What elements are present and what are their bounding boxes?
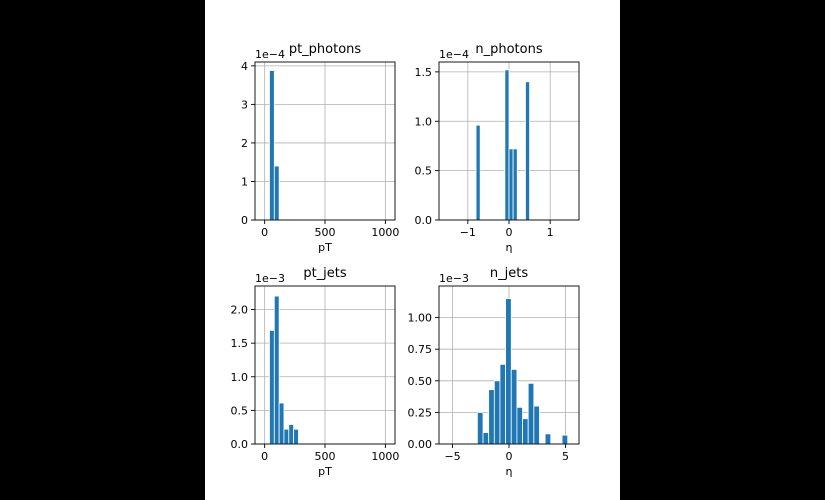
n-photons-panel: −1 0 1 0.0 0.5 1.0 1.5 1e−4 n_photons η [415,42,580,254]
n-photons-ytick-label: 1.0 [415,115,433,128]
pt-jets-multiplier: 1e−3 [255,272,285,285]
n-jets-xtick-label: 5 [562,450,569,463]
pt-jets-ytick-label: 1.0 [231,371,249,384]
n-jets-ytick-label: 0.00 [408,438,433,451]
n-jets-bar [488,389,495,445]
n-photons-bar [508,148,514,221]
pt-photons-xtick-label: 0 [261,226,268,239]
pt-photons-xtick-label: 500 [315,226,336,239]
pt-jets-bar [283,428,290,445]
n-jets-bar [499,363,507,445]
pt-photons-title: pt_photons [289,42,362,57]
n-photons-xtick-label: −1 [460,226,476,239]
n-jets-xlabel: η [506,465,513,478]
pt-photons-ytick-label: 2 [241,137,248,150]
pt-jets-ytick-label: 2.0 [231,304,249,317]
n-jets-bar [516,406,523,445]
pt-photons-panel: 0 500 1000 0 1 2 3 4 1e−4 pt_photons pT [241,42,399,254]
n-jets-bar [533,405,540,445]
n-jets-multiplier: 1e−3 [439,272,469,285]
pt-jets-xtick-label: 500 [315,450,336,463]
pt-jets-bar [293,428,299,445]
pt-jets-bar [278,402,285,445]
n-photons-title: n_photons [475,42,542,57]
n-photons-xlabel: η [506,241,513,254]
n-photons-multiplier: 1e−4 [439,48,469,61]
pt-photons-bar [269,70,275,221]
pt-jets-bar [273,295,280,445]
pt-photons-xlabel: pT [318,241,332,254]
n-photons-xtick-label: 0 [506,226,513,239]
n-jets-title: n_jets [490,266,528,281]
pt-photons-multiplier: 1e−4 [255,48,285,61]
pt-photons-ytick-label: 1 [241,175,248,188]
n-jets-xtick-label: −5 [444,450,460,463]
n-photons-ytick-label: 0.0 [415,214,433,227]
pt-jets-title: pt_jets [303,266,347,281]
n-jets-ytick-label: 1.00 [408,312,433,325]
n-jets-bar [482,432,490,445]
pt-photons-ytick-label: 3 [241,98,248,111]
n-jets-bar [505,298,512,445]
figure: 0 500 1000 0 1 2 3 4 1e−4 pt_photons pT −1 0 1 0.0 0.5 1… [205,0,620,500]
pt-photons-ytick-label: 4 [241,60,248,73]
pt-jets-panel: 0 500 1000 0.0 0.5 1.0 1.5 2.0 1e−3 pt_jets pT [231,266,400,478]
n-jets-bar [527,382,535,445]
pt-photons-xtick-label: 1000 [371,226,399,239]
pt-jets-bar [288,424,295,445]
n-photons-xtick-label: 1 [547,226,554,239]
n-jets-bar [510,369,518,445]
n-jets-bar [561,434,569,445]
pt-jets-xtick-label: 0 [261,450,268,463]
n-photons-ytick-label: 0.5 [415,165,433,178]
n-jets-panel: −5 0 5 0.00 0.25 0.50 0.75 1.00 1e−3 n_jets η [408,266,580,478]
n-jets-bar [493,380,501,445]
n-jets-ytick-label: 0.25 [408,406,433,419]
pt-jets-ytick-label: 1.5 [231,337,249,350]
pt-photons-ytick-label: 0 [241,214,248,227]
pt-jets-ytick-label: 0.5 [231,404,249,417]
n-jets-bar [476,411,484,445]
n-jets-bar [544,433,552,445]
pt-jets-bar [269,329,275,445]
n-photons-ytick-label: 1.5 [415,66,433,79]
pt-jets-xlabel: pT [318,465,332,478]
n-photons-bar [525,81,530,221]
n-photons-bar [512,148,518,221]
pt-jets-xtick-label: 1000 [371,450,399,463]
n-photons-bar [475,124,481,221]
pt-jets-ytick-label: 0.0 [231,438,249,451]
n-jets-ytick-label: 0.50 [408,375,433,388]
n-jets-ytick-label: 0.75 [408,343,433,356]
n-jets-xtick-label: 0 [506,450,513,463]
n-photons-bar [504,69,510,221]
n-jets-bar [522,418,529,445]
pt-photons-bar [273,165,280,221]
